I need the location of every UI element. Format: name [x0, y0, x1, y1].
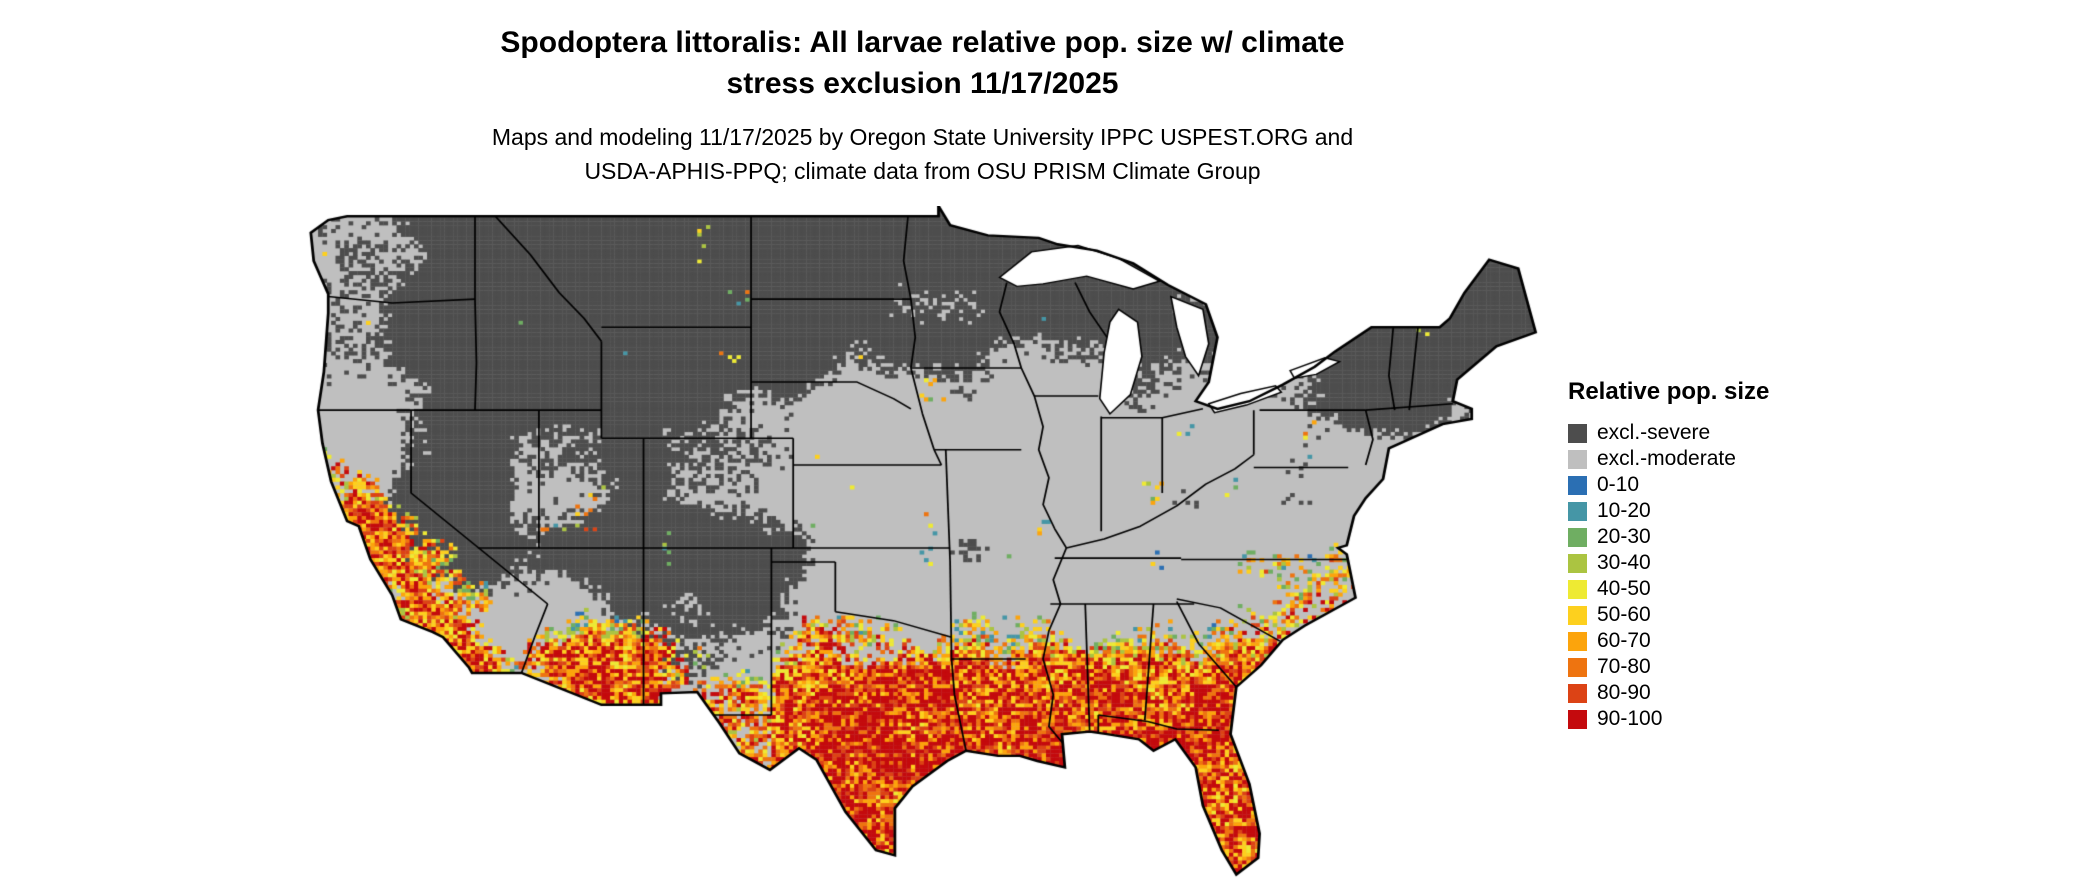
page-subtitle: Maps and modeling 11/17/2025 by Oregon S… — [0, 120, 1845, 188]
page-subtitle-line-1: Maps and modeling 11/17/2025 by Oregon S… — [491, 124, 1354, 150]
legend-item: 30-40 — [1568, 550, 1769, 576]
legend-label: 10-20 — [1597, 499, 1651, 522]
legend-swatch — [1568, 501, 1587, 521]
legend-item: excl.-moderate — [1568, 446, 1769, 472]
legend-item: 20-30 — [1568, 524, 1769, 550]
page-title-line-1: Spodoptera littoralis: All larvae relati… — [500, 26, 1345, 59]
page-subtitle-line-2: USDA-APHIS-PPQ; climate data from OSU PR… — [584, 158, 1261, 184]
legend-label: 80-90 — [1597, 681, 1651, 704]
legend-label: excl.-severe — [1597, 421, 1711, 444]
legend-item: excl.-severe — [1568, 420, 1769, 446]
legend-label: 20-30 — [1597, 525, 1651, 548]
legend-item: 40-50 — [1568, 576, 1769, 602]
us-map-canvas — [305, 206, 1540, 886]
legend-swatch — [1568, 475, 1587, 495]
legend-label: 40-50 — [1597, 577, 1651, 600]
legend-label: 0-10 — [1597, 473, 1640, 496]
legend-label: 70-80 — [1597, 655, 1651, 678]
legend-label: 30-40 — [1597, 551, 1651, 574]
legend-swatch — [1568, 631, 1587, 651]
legend-label: 60-70 — [1597, 629, 1651, 652]
legend-label: excl.-moderate — [1597, 447, 1736, 470]
legend-swatch — [1568, 527, 1587, 547]
legend-swatch — [1568, 683, 1587, 703]
legend-item: 50-60 — [1568, 602, 1769, 628]
legend-swatch — [1568, 657, 1587, 677]
page-title: Spodoptera littoralis: All larvae relati… — [0, 22, 1845, 104]
legend-title: Relative pop. size — [1568, 378, 1770, 405]
header: Spodoptera littoralis: All larvae relati… — [0, 22, 1845, 188]
legend-swatch — [1568, 605, 1587, 625]
legend-item: 10-20 — [1568, 498, 1769, 524]
legend-swatch — [1568, 709, 1587, 729]
legend-label: 50-60 — [1597, 603, 1651, 626]
legend-swatch — [1568, 449, 1587, 469]
legend-swatch — [1568, 579, 1587, 599]
legend-item: 80-90 — [1568, 680, 1769, 706]
legend-item: 0-10 — [1568, 472, 1769, 498]
legend-item: 90-100 — [1568, 706, 1769, 732]
legend: Relative pop. size excl.-severe excl.-mo… — [1568, 378, 1769, 732]
legend-items: excl.-severe excl.-moderate 0-10 10-20 2… — [1568, 420, 1769, 732]
page-title-line-2: stress exclusion 11/17/2025 — [726, 67, 1119, 100]
legend-swatch — [1568, 423, 1587, 443]
legend-swatch — [1568, 553, 1587, 573]
legend-item: 60-70 — [1568, 628, 1769, 654]
legend-item: 70-80 — [1568, 654, 1769, 680]
legend-label: 90-100 — [1597, 707, 1663, 730]
